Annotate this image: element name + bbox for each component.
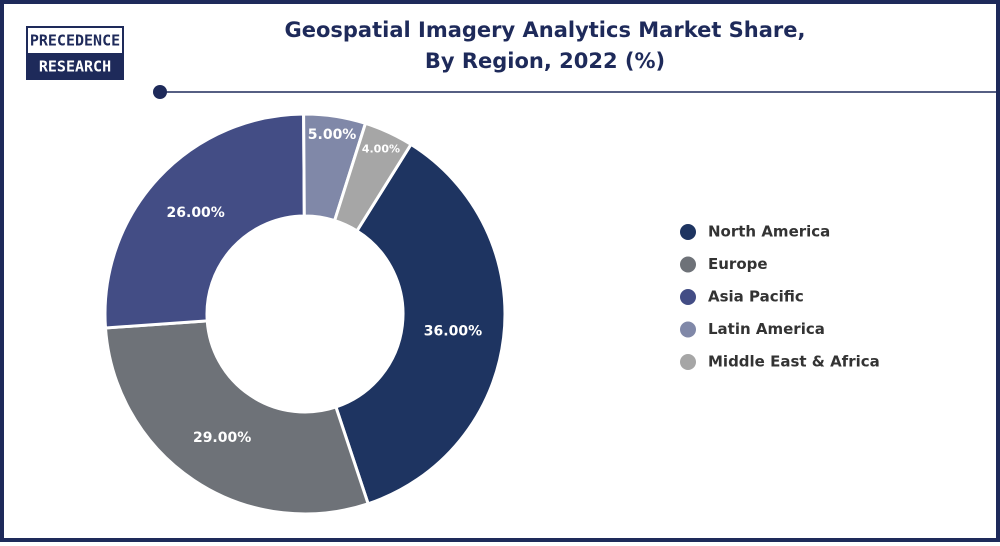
logo-text: RESEARCH <box>39 58 111 76</box>
legend-swatch <box>680 256 696 273</box>
title-dot <box>153 85 167 99</box>
chart-title: By Region, 2022 (%) <box>425 49 665 73</box>
data-label: 36.00% <box>424 324 482 340</box>
logo-band <box>27 53 123 79</box>
data-label: 29.00% <box>193 430 251 446</box>
legend-swatch <box>680 321 696 338</box>
legend-swatch <box>680 354 696 370</box>
legend-label: North America <box>708 223 830 241</box>
legend-label: Middle East & Africa <box>708 353 880 371</box>
donut-slice <box>103 319 371 516</box>
legend-label: Asia Pacific <box>708 288 804 306</box>
legend-label: Latin America <box>708 320 825 338</box>
data-label: 4.00% <box>362 143 400 156</box>
donut-slice <box>103 112 306 330</box>
donut-slice <box>334 142 507 506</box>
legend-swatch <box>680 224 696 240</box>
data-label: 5.00% <box>308 127 357 143</box>
donut-slice <box>332 121 414 233</box>
chart-title: Geospatial Imagery Analytics Market Shar… <box>284 18 805 42</box>
logo-text: PRECEDENCE <box>30 32 120 50</box>
legend-swatch <box>680 289 696 305</box>
data-label: 26.00% <box>167 205 225 221</box>
legend-label: Europe <box>708 255 768 273</box>
